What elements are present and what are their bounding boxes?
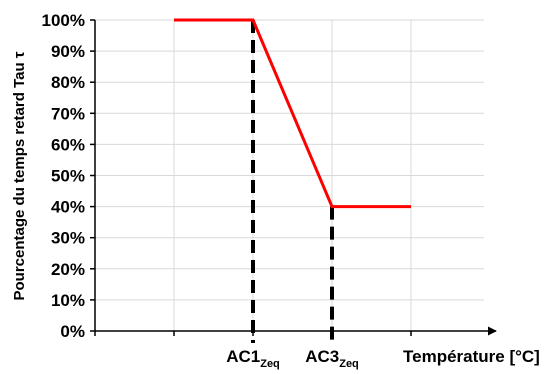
y-tick-label: 10% <box>51 291 85 310</box>
y-tick-label: 90% <box>51 42 85 61</box>
y-tick-labels: 0% 10% 20% 30% 40% 50% 60% 70% 80% 90% 100% <box>42 11 412 341</box>
y-tick-label: 100% <box>42 11 85 30</box>
temperature-markers: AC1Zeq AC3Zeq <box>226 20 359 370</box>
y-tick-label: 30% <box>51 229 85 248</box>
y-tick-label: 60% <box>51 135 85 154</box>
gridlines <box>95 19 484 331</box>
marker-label: AC1Zeq <box>226 347 280 370</box>
y-tick-label: 20% <box>51 260 85 279</box>
x-axis-label: Température [°C] <box>403 347 540 366</box>
y-tick-label: 70% <box>51 104 85 123</box>
y-axis-label: Pourcentage du temps retard Tau τ <box>11 51 28 300</box>
y-tick-label: 0% <box>60 322 85 341</box>
y-tick-label: 80% <box>51 73 85 92</box>
y-tick-label: 50% <box>51 167 85 186</box>
series-line <box>174 18 411 209</box>
series-lines <box>174 18 411 209</box>
marker-label: AC3Zeq <box>305 347 359 370</box>
y-tick-label: 40% <box>51 198 85 217</box>
